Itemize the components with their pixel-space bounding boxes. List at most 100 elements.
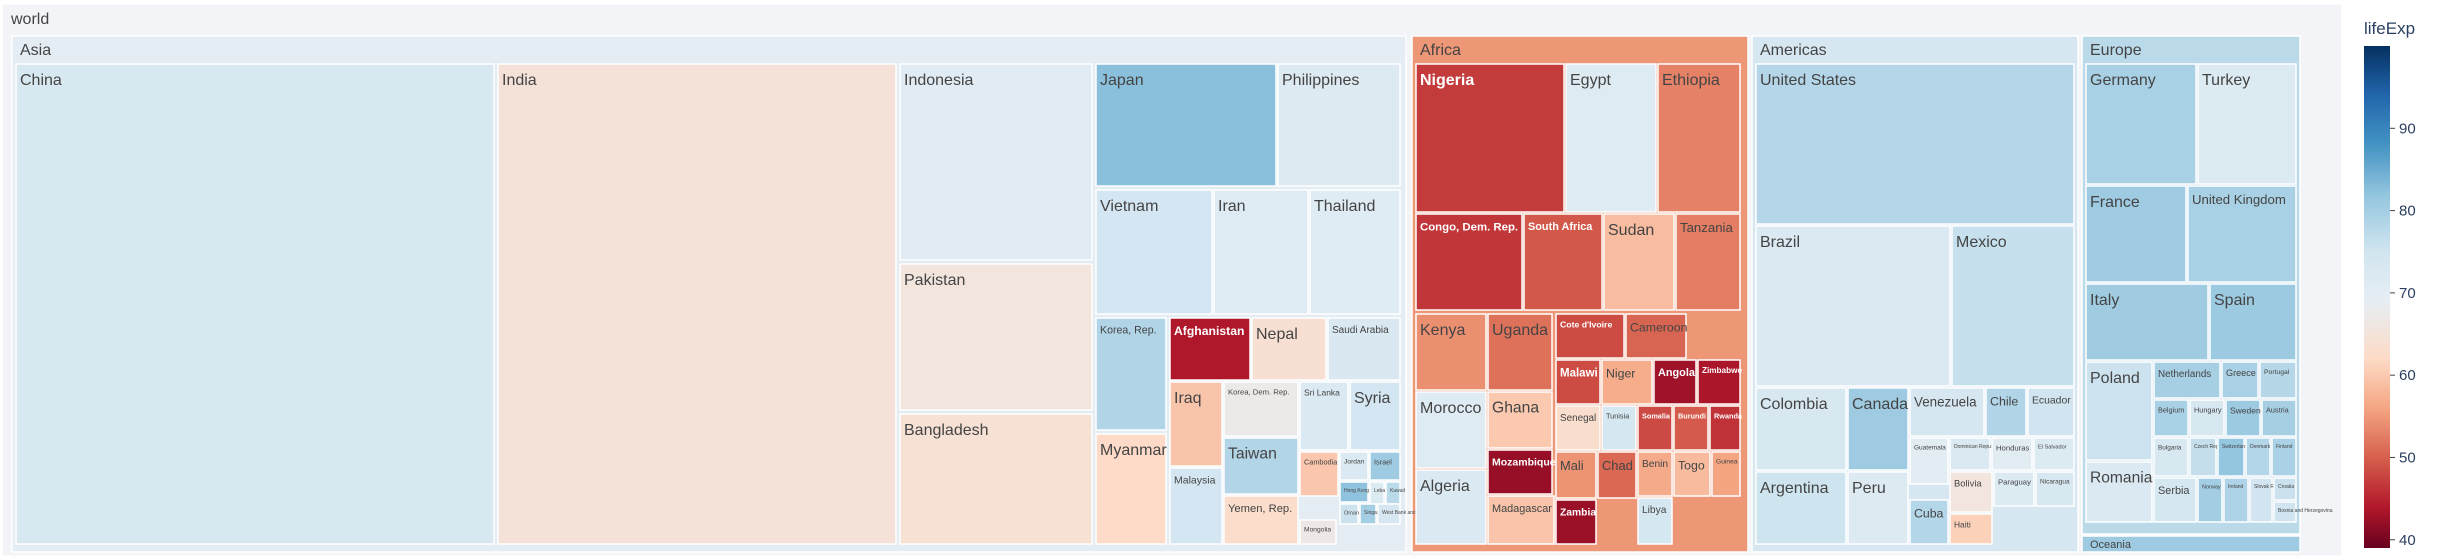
country-cell-greece[interactable] (2221, 361, 2259, 399)
country-cell-mali[interactable] (1555, 451, 1597, 499)
country-cell-japan[interactable] (1095, 63, 1277, 187)
country-cell-guatemala[interactable] (1909, 437, 1949, 485)
country-cell-spain[interactable] (2209, 283, 2297, 361)
country-cell-vietnam[interactable] (1095, 189, 1213, 315)
country-cell-romania[interactable] (2085, 461, 2153, 523)
country-cell-singapore[interactable] (1359, 503, 1377, 525)
country-cell-yemen-rep[interactable] (1223, 495, 1299, 545)
country-cell-netherlands[interactable] (2153, 361, 2221, 399)
country-cell-sudan[interactable] (1603, 213, 1675, 311)
country-cell-tanzania[interactable] (1675, 213, 1741, 311)
country-cell-cambodia[interactable] (1299, 451, 1339, 497)
country-cell-afghanistan[interactable] (1169, 317, 1251, 381)
country-cell-dominican-republic[interactable] (1949, 437, 1991, 471)
country-cell-el-salvador[interactable] (2033, 437, 2075, 471)
country-cell-sweden[interactable] (2225, 399, 2261, 437)
country-cell-malawi[interactable] (1555, 359, 1601, 405)
country-cell-haiti[interactable] (1949, 513, 1993, 545)
country-cell-senegal[interactable] (1555, 405, 1601, 451)
country-cell-iran[interactable] (1213, 189, 1309, 315)
country-cell-austria[interactable] (2261, 399, 2297, 437)
country-cell-syria[interactable] (1349, 381, 1401, 451)
country-cell-guinea[interactable] (1711, 451, 1741, 497)
country-cell-portugal[interactable] (2259, 361, 2297, 399)
country-cell-sri-lanka[interactable] (1299, 381, 1349, 451)
country-cell-iraq[interactable] (1169, 381, 1223, 467)
country-cell-argentina[interactable] (1755, 471, 1847, 545)
country-cell-finland[interactable] (2271, 437, 2297, 477)
country-cell-rwanda[interactable] (1709, 405, 1741, 451)
country-cell-france[interactable] (2085, 185, 2187, 283)
country-cell-slovak-republic[interactable] (2249, 477, 2273, 523)
country-cell-cuba[interactable] (1909, 499, 1949, 545)
country-cell-turkey[interactable] (2197, 63, 2297, 185)
country-cell-congo-dem-rep[interactable] (1415, 213, 1523, 311)
country-cell-algeria[interactable] (1415, 469, 1487, 545)
country-cell-tunisia[interactable] (1601, 405, 1637, 451)
country-cell-mongolia[interactable] (1299, 519, 1337, 545)
country-cell-benin[interactable] (1637, 451, 1673, 497)
country-cell-ghana[interactable] (1487, 391, 1553, 449)
country-cell-brazil[interactable] (1755, 225, 1951, 387)
country-cell-united-kingdom[interactable] (2187, 185, 2297, 283)
country-cell-ecuador[interactable] (2027, 387, 2075, 437)
country-cell-chad[interactable] (1597, 451, 1637, 499)
country-cell-somalia[interactable] (1637, 405, 1673, 451)
country-cell-paraguay[interactable] (1993, 471, 2035, 507)
country-cell-norway[interactable] (2197, 477, 2223, 523)
country-cell-bulgaria[interactable] (2153, 437, 2189, 477)
country-cell-uganda[interactable] (1487, 313, 1553, 391)
country-cell-philippines[interactable] (1277, 63, 1401, 187)
country-cell-korea-dem-rep[interactable] (1223, 381, 1299, 437)
country-cell-venezuela[interactable] (1909, 387, 1985, 437)
country-cell-nicaragua[interactable] (2035, 471, 2075, 507)
country-cell-pakistan[interactable] (899, 263, 1093, 411)
country-cell-israel[interactable] (1369, 451, 1401, 481)
country-cell-hong-kong-china[interactable] (1339, 481, 1369, 503)
country-cell-indonesia[interactable] (899, 63, 1093, 261)
country-cell-united-states[interactable] (1755, 63, 2075, 225)
country-cell-zambia[interactable] (1555, 499, 1597, 545)
country-cell-italy[interactable] (2085, 283, 2209, 361)
country-cell-libya[interactable] (1637, 497, 1673, 545)
country-cell-thailand[interactable] (1309, 189, 1401, 315)
country-cell-egypt[interactable] (1565, 63, 1657, 213)
country-cell-denmark[interactable] (2245, 437, 2271, 477)
country-cell-kenya[interactable] (1415, 313, 1487, 391)
country-cell-ireland[interactable] (2223, 477, 2249, 523)
country-cell-mexico[interactable] (1951, 225, 2075, 387)
country-cell-nigeria[interactable] (1415, 63, 1565, 213)
country-cell-switzerland[interactable] (2217, 437, 2245, 477)
country-cell-zimbabwe[interactable] (1697, 359, 1741, 405)
country-cell-angola[interactable] (1653, 359, 1697, 405)
continent-cell-oceania[interactable] (2081, 535, 2301, 553)
country-cell-serbia[interactable] (2153, 477, 2197, 523)
country-cell-cameroon[interactable] (1625, 313, 1687, 359)
country-cell-ethiopia[interactable] (1657, 63, 1741, 213)
country-cell-poland[interactable] (2085, 361, 2153, 461)
country-cell-czech-republic[interactable] (2189, 437, 2217, 477)
country-cell-taiwan[interactable] (1223, 437, 1299, 495)
country-cell-chile[interactable] (1985, 387, 2027, 437)
country-cell-belgium[interactable] (2153, 399, 2189, 437)
country-cell-malaysia[interactable] (1169, 467, 1223, 545)
country-cell-morocco[interactable] (1415, 391, 1487, 469)
country-cell-croatia[interactable] (2273, 477, 2297, 501)
country-cell-hungary[interactable] (2189, 399, 2225, 437)
country-cell-madagascar[interactable] (1487, 495, 1555, 545)
country-cell-mozambique[interactable] (1487, 449, 1553, 495)
country-cell-oman[interactable] (1339, 503, 1359, 525)
country-cell-nepal[interactable] (1251, 317, 1327, 381)
country-cell-honduras[interactable] (1991, 437, 2033, 471)
country-cell-germany[interactable] (2085, 63, 2197, 185)
country-cell-saudi-arabia[interactable] (1327, 317, 1401, 381)
country-cell-canada[interactable] (1847, 387, 1909, 471)
country-cell-india[interactable] (497, 63, 897, 545)
country-cell-south-africa[interactable] (1523, 213, 1603, 311)
country-cell-burundi[interactable] (1673, 405, 1709, 451)
country-cell-bangladesh[interactable] (899, 413, 1093, 545)
country-cell-korea-rep[interactable] (1095, 317, 1167, 431)
country-cell-bosnia-and-herzegovina[interactable] (2273, 501, 2297, 523)
country-cell-china[interactable] (15, 63, 495, 545)
country-cell-colombia[interactable] (1755, 387, 1847, 471)
